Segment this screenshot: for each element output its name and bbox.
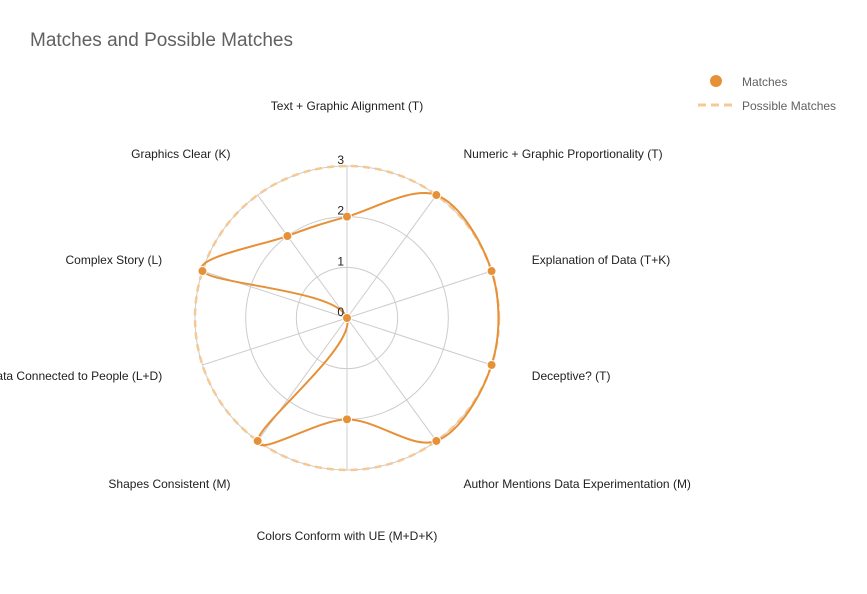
tick-label: 2 <box>337 204 344 218</box>
axis-label: Graphics Clear (K) <box>131 147 230 161</box>
axis-spoke <box>346 270 492 319</box>
matches-point <box>342 313 352 323</box>
tick-label: 1 <box>337 254 344 268</box>
axis-label: Colors Conform with UE (M+D+K) <box>257 529 438 543</box>
axis-labels: Text + Graphic Alignment (T) Numeric + Gr… <box>0 99 691 543</box>
matches-point <box>486 359 497 370</box>
matches-point <box>342 414 352 425</box>
axis-label: Shapes Consistent (M) <box>108 477 230 491</box>
series-layer <box>193 164 501 472</box>
tick-labels: 0 1 2 3 <box>337 153 344 319</box>
legend: Matches Possible Matches <box>698 75 836 113</box>
legend-possible-matches-label: Possible Matches <box>742 99 836 113</box>
axis-label: Data Connected to People (L+D) <box>0 369 162 383</box>
legend-matches-marker <box>710 75 722 87</box>
axis-spoke <box>202 270 348 319</box>
axis-spoke <box>257 317 348 442</box>
tick-label: 3 <box>337 153 344 167</box>
axis-spoke <box>346 194 437 319</box>
tick-label: 0 <box>337 305 344 319</box>
axis-spoke <box>257 194 348 319</box>
axis-spoke <box>346 317 492 366</box>
matches-point <box>252 435 263 446</box>
matches-point <box>342 211 352 222</box>
axis-spoke <box>202 317 348 366</box>
axis-label: Deceptive? (T) <box>532 369 611 383</box>
axis-label: Text + Graphic Alignment (T) <box>271 99 423 113</box>
axis-label: Complex Story (L) <box>65 253 162 267</box>
axis-label: Author Mentions Data Experimentation (M) <box>464 477 691 491</box>
matches-point <box>431 435 442 446</box>
matches-point <box>431 190 442 201</box>
matches-point <box>282 231 293 242</box>
matches-point <box>486 266 497 277</box>
axis-label: Explanation of Data (T+K) <box>532 253 670 267</box>
matches-point <box>197 266 208 277</box>
axis-label: Numeric + Graphic Proportionality (T) <box>464 147 663 161</box>
chart-title: Matches and Possible Matches <box>30 30 293 51</box>
legend-matches-label: Matches <box>742 75 787 89</box>
axis-spoke <box>346 317 437 442</box>
